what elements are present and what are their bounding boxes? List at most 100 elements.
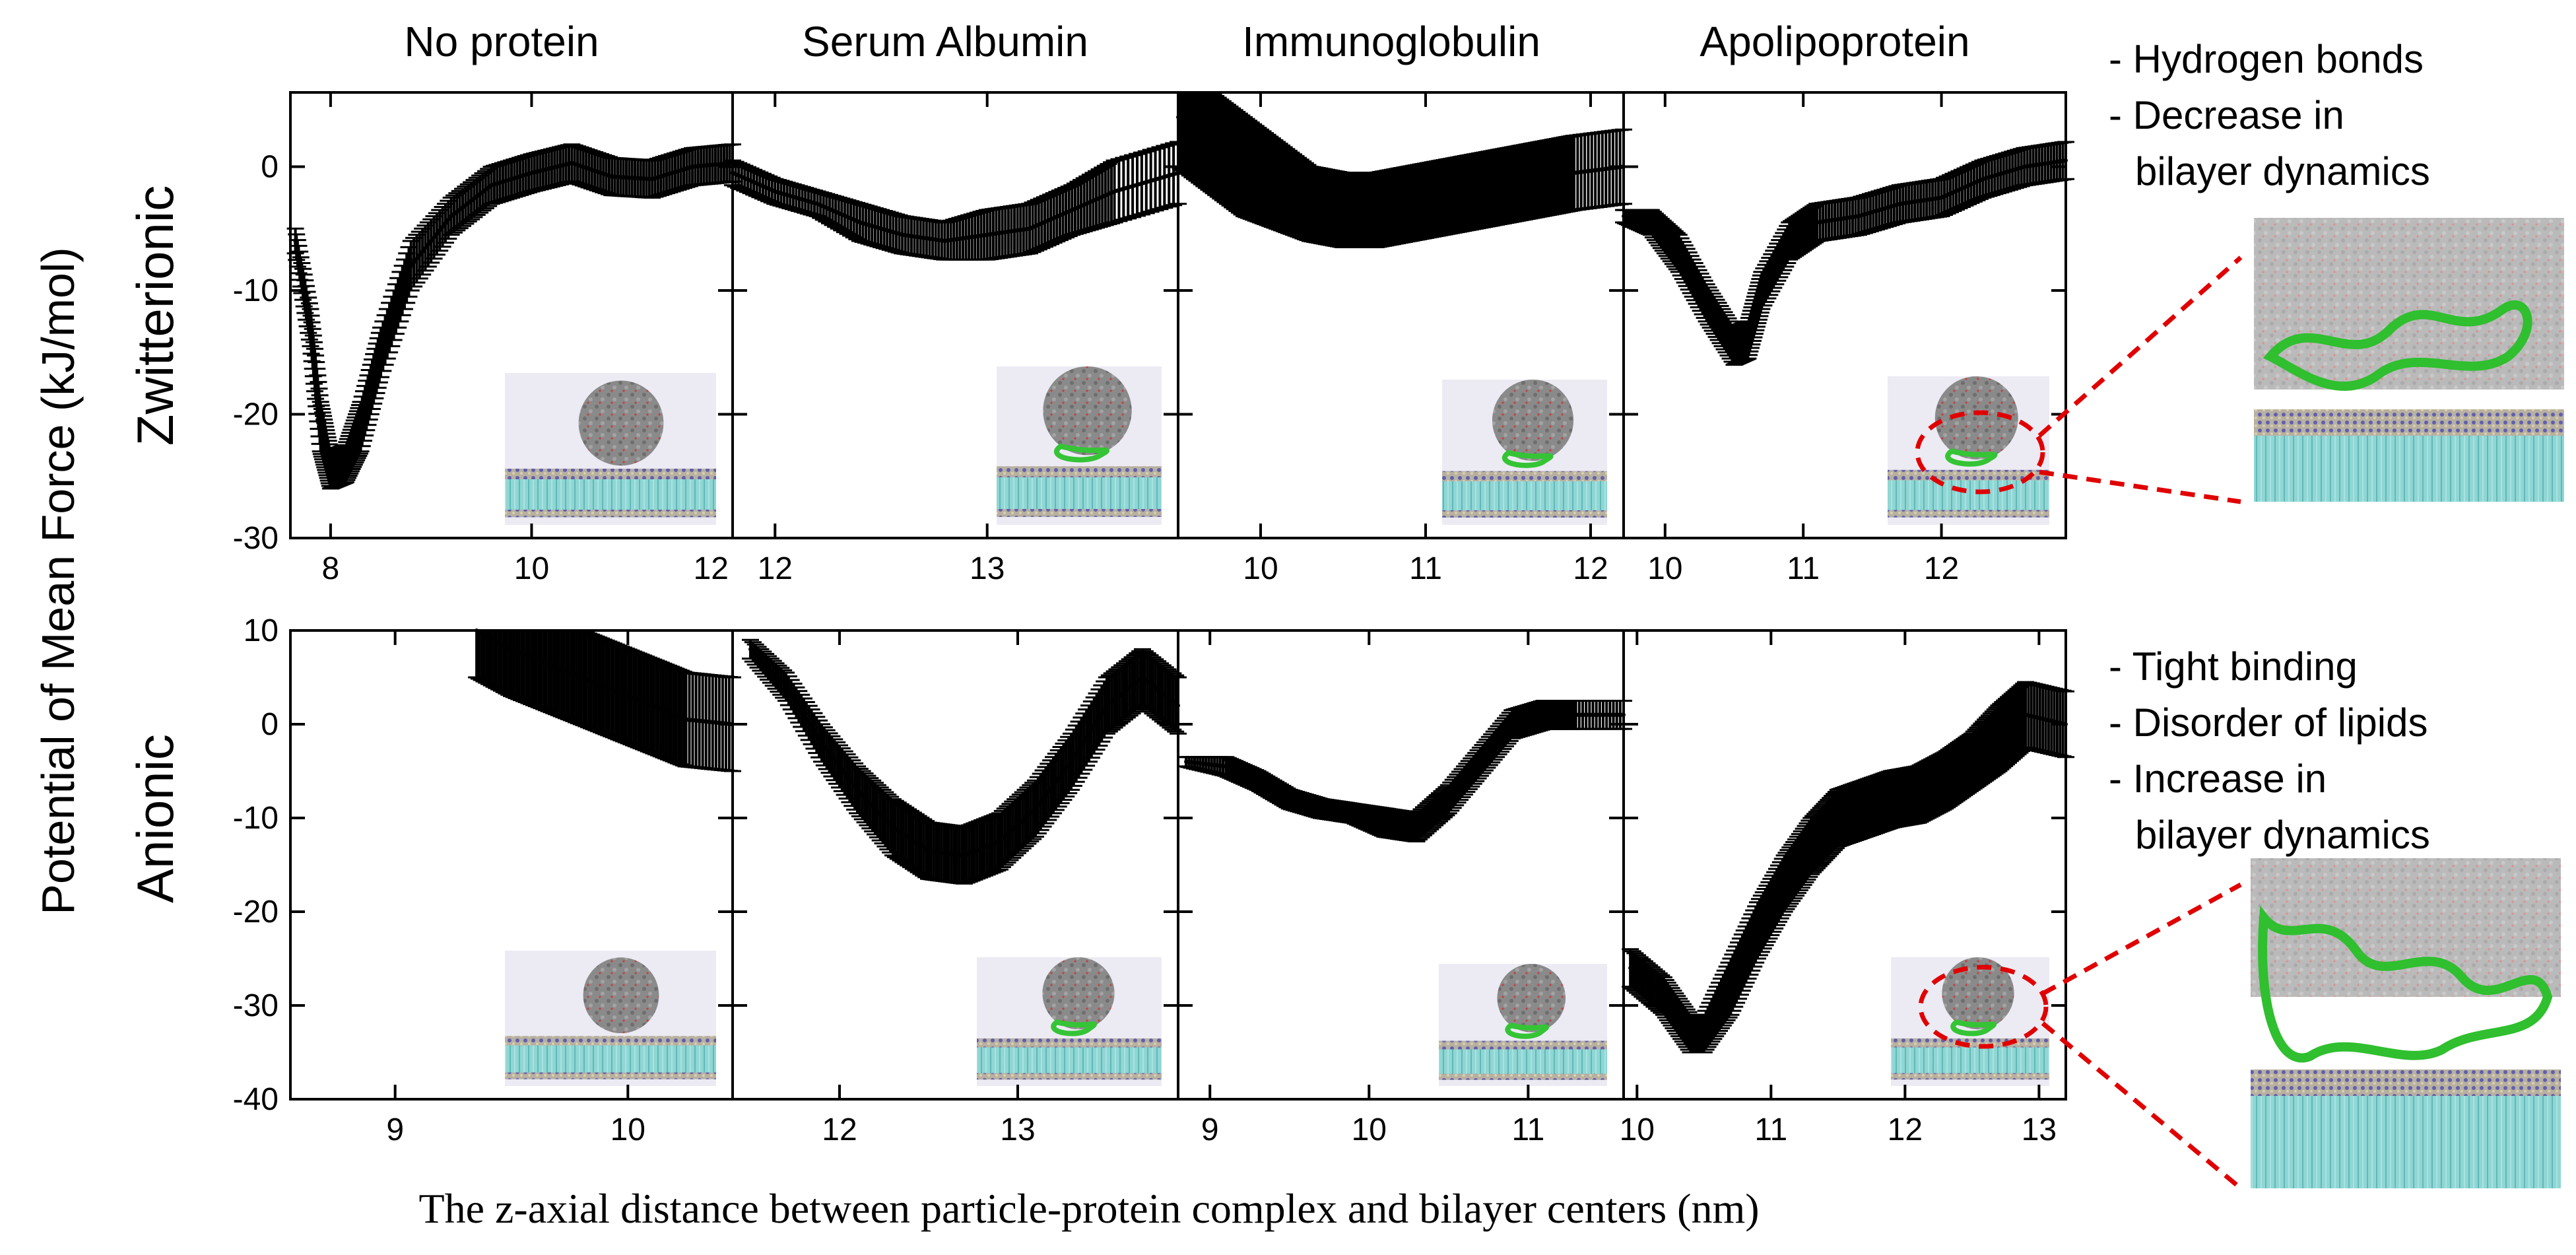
panel-anionic-apolipoprotein-x-tick-label: 11 bbox=[1754, 1112, 1787, 1147]
annotation-top-line-2: - Decrease in bbox=[2109, 93, 2344, 137]
panel-anionic-apolipoprotein-data-point bbox=[1943, 778, 1948, 783]
panel-zwitterionic-no-protein-snapshot-lipid-tails bbox=[505, 479, 716, 510]
panel-anionic-apolipoprotein-snapshot-lipid-heads-lower bbox=[1891, 1073, 2049, 1080]
panel-anionic-serum-albumin-data-point bbox=[998, 839, 1002, 844]
panel-anionic-apolipoprotein-data-point bbox=[2024, 712, 2028, 717]
panel-zwitterionic-no-protein-data-point bbox=[358, 424, 363, 429]
panel-zwitterionic-apolipoprotein-data-point bbox=[1815, 220, 1820, 224]
panel-anionic-apolipoprotein-x-tick-label: 13 bbox=[2022, 1112, 2057, 1147]
panel-zwitterionic-immunoglobulin-data-point bbox=[1440, 195, 1444, 200]
panel-zwitterionic-no-protein-error-bars bbox=[286, 143, 741, 490]
panel-anionic-apolipoprotein: 10 11 12 13 bbox=[1620, 629, 2074, 1147]
row-label-anionic: Anionic bbox=[126, 734, 184, 903]
panel-zwitterionic-immunoglobulin-snapshot bbox=[1442, 380, 1607, 525]
panel-anionic-no-protein-snapshot-lipid-heads-upper bbox=[505, 1036, 716, 1046]
panel-zwitterionic-apolipoprotein-data-point bbox=[1939, 195, 1944, 200]
panel-anionic-serum-albumin-data-point bbox=[748, 647, 752, 652]
panel-anionic-apolipoprotein-data-point bbox=[1809, 844, 1814, 848]
panel-anionic-serum-albumin-snapshot-protein bbox=[1051, 1019, 1097, 1036]
panel-zwitterionic-apolipoprotein-snapshot-lipid-heads-lower bbox=[1888, 510, 2049, 518]
panel-zwitterionic-no-protein-data-point bbox=[318, 424, 323, 429]
panel-zwitterionic-apolipoprotein-data-point bbox=[1704, 300, 1709, 305]
panel-zwitterionic-immunoglobulin-x-tick-label: 12 bbox=[1573, 551, 1608, 586]
panel-zwitterionic-immunoglobulin-data-point bbox=[1572, 170, 1576, 175]
panel-anionic-immunoglobulin-data-point bbox=[1383, 821, 1387, 825]
panel-zwitterionic-immunoglobulin-snapshot-particle bbox=[1492, 380, 1574, 461]
panel-anionic-serum-albumin-error-bars bbox=[742, 638, 1187, 885]
panel-zwitterionic-apolipoprotein-data-point bbox=[1732, 344, 1736, 349]
panel-zwitterionic-no-protein-y-tick-label: -30 bbox=[233, 521, 279, 556]
panel-anionic-serum-albumin-data-point bbox=[1069, 759, 1073, 764]
panel-anionic-apolipoprotein-data-point bbox=[1782, 881, 1787, 886]
panel-zwitterionic-no-protein-snapshot bbox=[505, 373, 716, 525]
panel-zwitterionic-serum-albumin-snapshot-lipid-heads-lower bbox=[997, 509, 1162, 517]
panel-zwitterionic-serum-albumin-data-point bbox=[985, 232, 989, 237]
panel-zwitterionic-no-protein-y-tick-label: 0 bbox=[261, 150, 279, 185]
panel-zwitterionic-no-protein-data-point bbox=[529, 170, 534, 175]
panel-zwitterionic-immunoglobulin-x-tick-label: 10 bbox=[1243, 551, 1278, 586]
panel-anionic-apolipoprotein-data-point bbox=[1688, 1031, 1693, 1036]
panel-anionic-no-protein-snapshot bbox=[505, 951, 716, 1086]
panel-anionic-no-protein-y-tick-label: 10 bbox=[244, 613, 279, 648]
panel-zwitterionic-immunoglobulin-data-point bbox=[1407, 201, 1411, 206]
column-title-apolipoprotein: Apolipoprotein bbox=[1700, 18, 1969, 65]
panel-anionic-no-protein-snapshot-particle bbox=[583, 957, 659, 1034]
panel-anionic-serum-albumin-data-point bbox=[820, 741, 824, 745]
panel-zwitterionic-apolipoprotein-error-bars bbox=[1615, 141, 2074, 366]
annotation-bottom-line-2: - Disorder of lipids bbox=[2109, 700, 2428, 745]
panel-zwitterionic-no-protein: 8 10 12 0 -10 -20 -30 bbox=[233, 91, 741, 586]
panel-zwitterionic-serum-albumin-x-tick-label: 12 bbox=[758, 551, 793, 586]
panel-zwitterionic-serum-albumin-data-point bbox=[900, 232, 905, 237]
panel-anionic-immunoglobulin-series-line bbox=[1185, 712, 1624, 830]
panel-anionic-no-protein-data-point bbox=[684, 717, 688, 722]
panel-zwitterionic-immunoglobulin: 10 11 12 bbox=[1170, 91, 1632, 586]
panel-anionic-no-protein-snapshot-lipid-tails bbox=[505, 1045, 716, 1073]
panel-zwitterionic-apolipoprotein-data-point bbox=[1746, 338, 1750, 342]
annotation-bottom-line-1: - Tight binding bbox=[2109, 644, 2358, 689]
panel-anionic-serum-albumin-data-point bbox=[1140, 675, 1144, 679]
panel-zwitterionic-immunoglobulin-snapshot-lipid-heads-upper bbox=[1442, 471, 1607, 481]
panel-zwitterionic-serum-albumin-data-point bbox=[815, 201, 820, 206]
panel-zwitterionic-no-protein-snapshot-lipid-heads-upper bbox=[505, 468, 716, 479]
callout-line-bottom-2 bbox=[2041, 1021, 2243, 1190]
panel-anionic-apolipoprotein-data-point bbox=[1835, 816, 1840, 820]
panel-anionic-apolipoprotein-x-tick-label: 12 bbox=[1888, 1112, 1923, 1147]
panel-anionic-serum-albumin-snapshot bbox=[977, 957, 1162, 1086]
panel-anionic-serum-albumin-data-point bbox=[855, 788, 859, 792]
annotation-bottom: - Tight binding - Disorder of lipids - I… bbox=[2109, 644, 2430, 857]
panel-anionic-apolipoprotein-data-point bbox=[1628, 966, 1633, 970]
panel-zwitterionic-immunoglobulin-data-point bbox=[1209, 140, 1213, 144]
panel-zwitterionic-immunoglobulin-data-point bbox=[1242, 164, 1246, 169]
annotation-bottom-line-4: bilayer dynamics bbox=[2135, 813, 2430, 857]
panel-anionic-immunoglobulin-data-point bbox=[1510, 722, 1515, 726]
annotation-top-line-1: - Hydrogen bonds bbox=[2109, 37, 2424, 81]
panel-anionic-serum-albumin-snapshot-lipid-tails bbox=[977, 1047, 1162, 1073]
panel-zwitterionic-serum-albumin-snapshot-lipid-heads-upper bbox=[997, 466, 1162, 477]
panel-zwitterionic-serum-albumin: 12 13 bbox=[724, 91, 1187, 586]
panel-zwitterionic-no-protein-data-point bbox=[650, 177, 655, 182]
panel-zwitterionic-apolipoprotein-x-tick-label: 10 bbox=[1647, 551, 1682, 586]
x-axis-label: The z-axial distance between particle-pr… bbox=[418, 1185, 1759, 1232]
panel-anionic-immunoglobulin-data-point bbox=[1478, 759, 1483, 764]
panel-anionic-no-protein-data-point bbox=[579, 675, 583, 679]
callout-line-bottom-1 bbox=[2041, 882, 2242, 996]
callout-line-top-2 bbox=[2039, 469, 2241, 504]
panel-anionic-immunoglobulin-x-tick-label: 10 bbox=[1352, 1112, 1387, 1147]
panel-anionic-immunoglobulin-x-tick-label: 9 bbox=[1201, 1112, 1219, 1147]
panel-zwitterionic-no-protein-data-point bbox=[489, 183, 494, 187]
panel-zwitterionic-no-protein-data-point bbox=[690, 164, 695, 169]
panel-anionic-immunoglobulin-data-point bbox=[1573, 712, 1578, 717]
panel-anionic-serum-albumin-data-point bbox=[927, 848, 931, 853]
panel-anionic-immunoglobulin-data-point bbox=[1287, 797, 1292, 801]
panel-anionic-no-protein-x-tick-label: 9 bbox=[386, 1112, 404, 1147]
panel-zwitterionic-no-protein-data-point bbox=[610, 174, 614, 179]
panel-anionic-immunoglobulin-error-bars bbox=[1177, 700, 1632, 842]
panel-anionic-no-protein-y-tick-label: -40 bbox=[233, 1082, 279, 1117]
panel-zwitterionic-no-protein-x-tick-label: 12 bbox=[694, 551, 729, 586]
zoom-top-protein bbox=[2262, 300, 2532, 391]
panel-anionic-serum-albumin-snapshot-lipid-heads-upper bbox=[977, 1038, 1162, 1048]
column-title-no-protein: No protein bbox=[404, 18, 599, 65]
panel-anionic-no-protein-snapshot-lipid-heads-lower bbox=[505, 1072, 716, 1079]
panel-anionic-apolipoprotein-data-point bbox=[1756, 928, 1760, 933]
panel-zwitterionic-serum-albumin-x-tick-label: 13 bbox=[970, 551, 1005, 586]
